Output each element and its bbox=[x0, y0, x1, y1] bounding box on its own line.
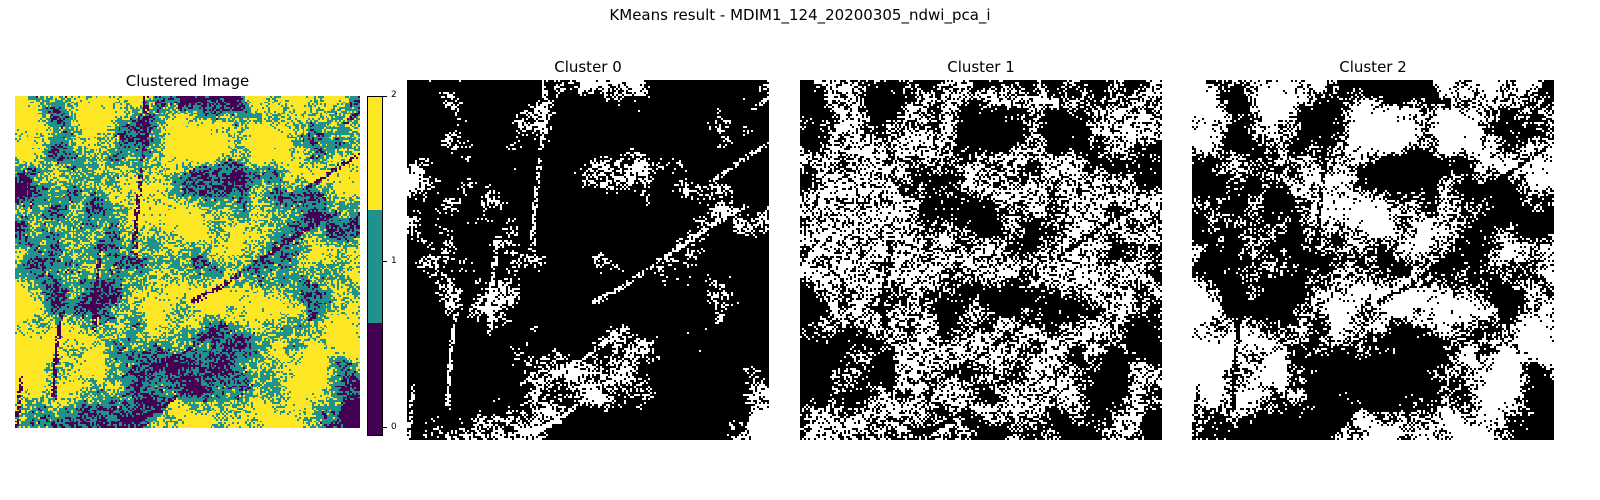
cluster-0-mask bbox=[407, 80, 769, 440]
panel-title-clustered-image: Clustered Image bbox=[125, 72, 250, 90]
colorbar bbox=[367, 96, 383, 436]
colorbar-tick-1 bbox=[383, 261, 387, 262]
figure-suptitle: KMeans result - MDIM1_124_20200305_ndwi_… bbox=[609, 6, 991, 24]
colorbar-segment-2 bbox=[368, 97, 382, 210]
colorbar-segment-1 bbox=[368, 210, 382, 323]
colorbar-tick-2 bbox=[383, 96, 387, 97]
colorbar-tick-label-0: 0 bbox=[391, 422, 397, 432]
colorbar-segment-0 bbox=[368, 323, 382, 435]
cluster-2-mask bbox=[1192, 80, 1554, 440]
panel-title-cluster-0: Cluster 0 bbox=[554, 58, 622, 76]
colorbar-tick-0 bbox=[383, 427, 387, 428]
cluster-1-mask bbox=[800, 80, 1162, 440]
clustered-image bbox=[15, 96, 360, 428]
colorbar-tick-label-1: 1 bbox=[391, 256, 397, 266]
colorbar-tick-label-2: 2 bbox=[391, 90, 397, 100]
panel-title-cluster-1: Cluster 1 bbox=[947, 58, 1015, 76]
panel-title-cluster-2: Cluster 2 bbox=[1339, 58, 1407, 76]
